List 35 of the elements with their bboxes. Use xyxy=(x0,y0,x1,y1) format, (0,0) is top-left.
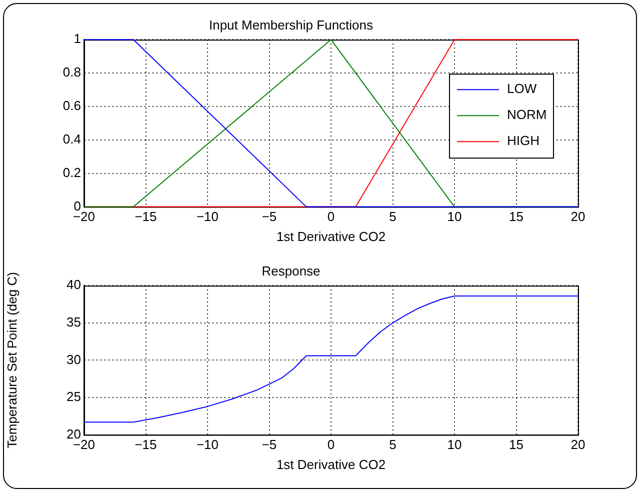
y-axis-title: Temperature Set Point (deg C) xyxy=(4,272,20,448)
y-tick-label: 25 xyxy=(66,389,81,404)
x-tick-label: −15 xyxy=(134,437,157,452)
y-tick-label: 0.2 xyxy=(62,164,81,180)
x-tick-label: 20 xyxy=(570,437,586,452)
x-tick-label: −10 xyxy=(196,437,219,452)
x-tick-label: 5 xyxy=(389,437,396,452)
y-tick-label: 1 xyxy=(74,31,81,46)
y-tick-label: 20 xyxy=(66,426,81,442)
x-tick-label: 20 xyxy=(570,209,586,224)
x-tick-label: 0 xyxy=(327,209,335,224)
x-tick-label: 10 xyxy=(447,437,462,452)
y-tick-label: 0.4 xyxy=(62,132,81,146)
y-tick-label: 0.6 xyxy=(62,98,81,114)
chart-title: Input Membership Functions xyxy=(208,17,374,32)
y-tick-label: 30 xyxy=(66,352,81,367)
y-tick-label: 0.8 xyxy=(62,64,81,80)
y-tick-label: 0 xyxy=(74,198,81,214)
x-tick-label: 10 xyxy=(447,209,462,224)
x-tick-label: 15 xyxy=(509,209,524,224)
x-tick-label: −5 xyxy=(262,437,277,452)
x-tick-label: −5 xyxy=(262,209,277,224)
x-tick-label: −10 xyxy=(196,209,219,224)
legend-label: LOW xyxy=(507,81,538,96)
legend-label: NORM xyxy=(507,107,547,122)
x-tick-label: −15 xyxy=(134,209,157,224)
x-tick-label: 0 xyxy=(327,437,335,452)
x-axis-title: 1st Derivative CO2 xyxy=(276,456,386,472)
chart-title: Response xyxy=(262,263,320,278)
y-tick-label: 40 xyxy=(66,277,81,292)
x-tick-label: 15 xyxy=(509,437,524,452)
x-axis-title: 1st Derivative CO2 xyxy=(276,228,386,244)
y-tick-label: 35 xyxy=(66,314,81,330)
legend-label: HIGH xyxy=(507,133,540,148)
x-tick-label: 5 xyxy=(389,209,396,224)
